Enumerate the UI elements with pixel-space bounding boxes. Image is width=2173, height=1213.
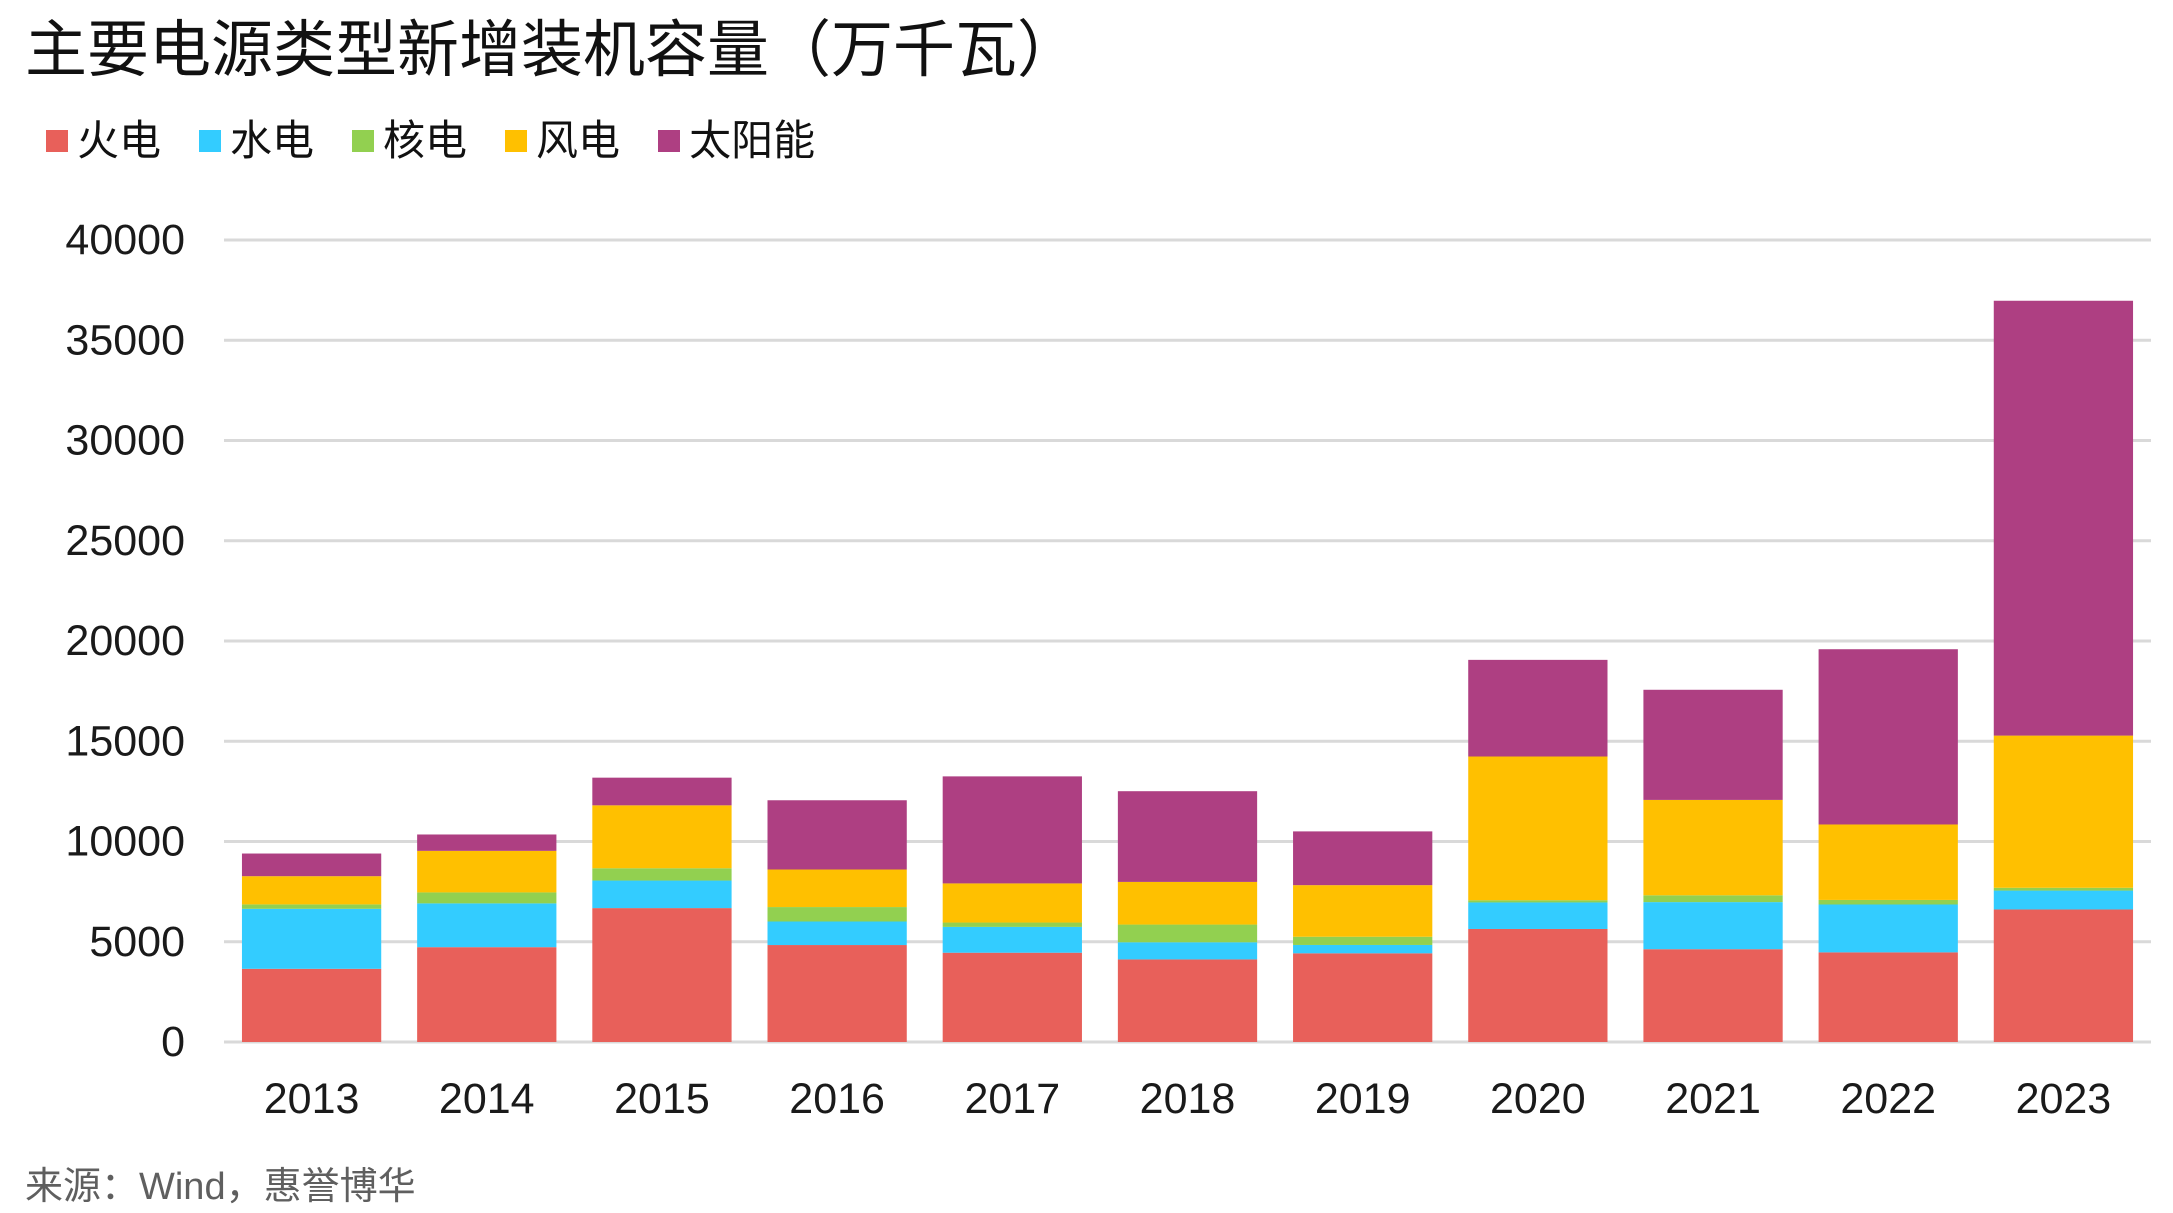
y-tick-label-10000: 10000 bbox=[65, 818, 185, 866]
bar-hydro-2021 bbox=[1643, 902, 1783, 950]
x-tick-label-2020: 2020 bbox=[1490, 1075, 1586, 1123]
bar-hydro-2020 bbox=[1468, 902, 1608, 929]
y-tick-label-15000: 15000 bbox=[65, 717, 185, 765]
legend-item-nuclear: 核电 bbox=[352, 116, 467, 166]
bar-hydro-2023 bbox=[1993, 890, 2134, 910]
legend-item-thermal: 火电 bbox=[46, 116, 161, 166]
legend-swatch-nuclear bbox=[352, 130, 375, 152]
x-tick-label-2019: 2019 bbox=[1315, 1075, 1411, 1123]
bar-solar-2013 bbox=[241, 853, 382, 877]
y-tick-label-0: 0 bbox=[161, 1018, 185, 1066]
legend: 火电 水电 核电 风电 太阳能 bbox=[46, 116, 815, 166]
x-tick-label-2021: 2021 bbox=[1665, 1075, 1761, 1123]
bar-wind-2014 bbox=[417, 850, 557, 893]
y-tick-label-25000: 25000 bbox=[65, 517, 185, 565]
bar-nuclear-2015 bbox=[592, 868, 732, 881]
x-tick-label-2017: 2017 bbox=[964, 1075, 1060, 1123]
x-tick-label-2015: 2015 bbox=[614, 1075, 710, 1123]
bar-nuclear-2017 bbox=[942, 922, 1082, 927]
bar-nuclear-2023 bbox=[1993, 887, 2134, 891]
legend-label-solar: 太阳能 bbox=[689, 117, 816, 164]
bar-thermal-2015 bbox=[592, 908, 732, 1042]
bar-wind-2022 bbox=[1818, 824, 1958, 900]
bar-nuclear-2018 bbox=[1117, 924, 1258, 943]
x-tick-label-2013: 2013 bbox=[264, 1075, 360, 1123]
bar-solar-2015 bbox=[592, 777, 732, 806]
legend-swatch-solar bbox=[658, 130, 681, 152]
bars bbox=[241, 300, 2134, 1042]
bar-wind-2019 bbox=[1293, 885, 1433, 937]
bar-thermal-2018 bbox=[1117, 959, 1258, 1042]
bar-wind-2018 bbox=[1117, 881, 1258, 925]
bar-nuclear-2016 bbox=[767, 907, 907, 922]
bar-wind-2021 bbox=[1643, 799, 1783, 896]
y-tick-label-40000: 40000 bbox=[65, 216, 185, 264]
bar-solar-2021 bbox=[1643, 689, 1783, 800]
y-tick-label-35000: 35000 bbox=[65, 316, 185, 364]
bar-hydro-2019 bbox=[1293, 944, 1433, 954]
legend-label-nuclear: 核电 bbox=[383, 117, 468, 164]
x-tick-label-2023: 2023 bbox=[2016, 1075, 2112, 1123]
bar-nuclear-2021 bbox=[1643, 895, 1783, 903]
bar-wind-2020 bbox=[1468, 756, 1608, 901]
bar-thermal-2019 bbox=[1293, 953, 1433, 1042]
x-tick-label-2022: 2022 bbox=[1840, 1075, 1936, 1123]
bar-thermal-2021 bbox=[1643, 949, 1783, 1042]
legend-label-hydro: 水电 bbox=[230, 117, 315, 164]
x-tick-label-2014: 2014 bbox=[439, 1075, 535, 1123]
legend-item-wind: 风电 bbox=[505, 116, 620, 166]
bar-hydro-2013 bbox=[241, 908, 382, 969]
bar-solar-2016 bbox=[767, 800, 907, 870]
legend-item-hydro: 水电 bbox=[199, 116, 314, 166]
bar-solar-2023 bbox=[1993, 300, 2134, 736]
bar-hydro-2016 bbox=[767, 921, 907, 946]
bar-thermal-2013 bbox=[241, 968, 382, 1042]
legend-label-wind: 风电 bbox=[536, 117, 621, 164]
bar-nuclear-2014 bbox=[417, 892, 557, 904]
legend-swatch-thermal bbox=[46, 130, 68, 152]
bar-thermal-2017 bbox=[942, 952, 1082, 1042]
bar-wind-2023 bbox=[1993, 735, 2134, 888]
bar-wind-2015 bbox=[592, 805, 732, 869]
chart-title: 主要电源类型新增装机容量（万千瓦） bbox=[25, 16, 1080, 85]
bar-hydro-2015 bbox=[592, 880, 732, 909]
x-tick-label-2016: 2016 bbox=[789, 1075, 885, 1123]
bar-thermal-2020 bbox=[1468, 928, 1608, 1042]
bar-nuclear-2022 bbox=[1818, 899, 1958, 905]
bar-hydro-2014 bbox=[417, 903, 557, 948]
y-tick-label-5000: 5000 bbox=[89, 918, 185, 966]
bar-wind-2013 bbox=[241, 876, 382, 905]
bar-solar-2014 bbox=[417, 834, 557, 851]
y-axis-tick-labels: 0 5000 10000 15000 20000 25000 30000 35000 40000 bbox=[65, 216, 185, 1066]
bar-solar-2022 bbox=[1818, 649, 1958, 825]
y-tick-label-30000: 30000 bbox=[65, 417, 185, 465]
bar-thermal-2014 bbox=[417, 947, 557, 1042]
bar-nuclear-2013 bbox=[241, 904, 382, 909]
bar-hydro-2022 bbox=[1818, 904, 1958, 953]
bar-thermal-2023 bbox=[1993, 909, 2134, 1042]
bar-solar-2020 bbox=[1468, 659, 1608, 757]
legend-item-solar: 太阳能 bbox=[658, 116, 815, 166]
bar-hydro-2017 bbox=[942, 926, 1082, 953]
legend-swatch-wind bbox=[505, 130, 528, 152]
bar-nuclear-2019 bbox=[1293, 936, 1433, 945]
bar-wind-2017 bbox=[942, 883, 1082, 923]
source-note: 来源：Wind，惠誉博华 bbox=[25, 1166, 416, 1208]
bar-solar-2018 bbox=[1117, 791, 1258, 882]
bar-solar-2017 bbox=[942, 776, 1082, 884]
x-tick-label-2018: 2018 bbox=[1140, 1075, 1236, 1123]
legend-swatch-hydro bbox=[199, 130, 222, 152]
bar-nuclear-2020 bbox=[1468, 900, 1608, 903]
bar-thermal-2022 bbox=[1818, 952, 1958, 1042]
bar-hydro-2018 bbox=[1117, 942, 1258, 960]
legend-label-thermal: 火电 bbox=[77, 117, 162, 164]
y-tick-label-20000: 20000 bbox=[65, 617, 185, 665]
bar-thermal-2016 bbox=[767, 945, 907, 1042]
bar-solar-2019 bbox=[1293, 831, 1433, 886]
bar-wind-2016 bbox=[767, 869, 907, 908]
x-axis-tick-labels: 2013 2014 2015 2016 2017 2018 2019 2020 2021 2022… bbox=[264, 1075, 2111, 1123]
